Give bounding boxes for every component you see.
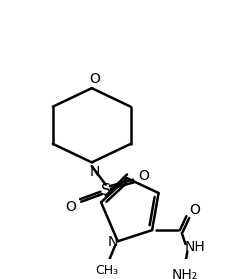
Text: N: N [108, 235, 118, 249]
Text: N: N [89, 165, 100, 179]
Text: O: O [189, 203, 200, 217]
Text: O: O [138, 169, 149, 183]
Text: S: S [101, 183, 111, 198]
Text: NH₂: NH₂ [172, 268, 198, 279]
Text: NH: NH [184, 240, 205, 254]
Text: O: O [89, 72, 100, 86]
Text: O: O [65, 200, 76, 214]
Text: CH₃: CH₃ [95, 264, 118, 278]
